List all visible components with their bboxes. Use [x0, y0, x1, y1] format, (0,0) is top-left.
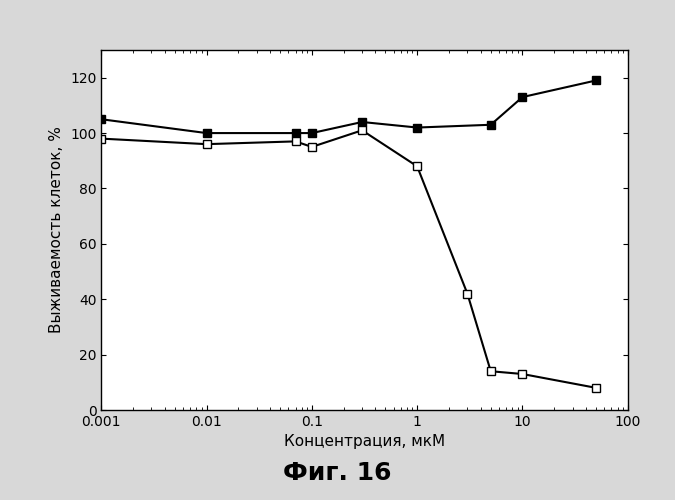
X-axis label: Концентрация, мкМ: Концентрация, мкМ: [284, 434, 445, 450]
Y-axis label: Выживаемость клеток, %: Выживаемость клеток, %: [49, 126, 64, 334]
Text: Фиг. 16: Фиг. 16: [284, 461, 392, 485]
